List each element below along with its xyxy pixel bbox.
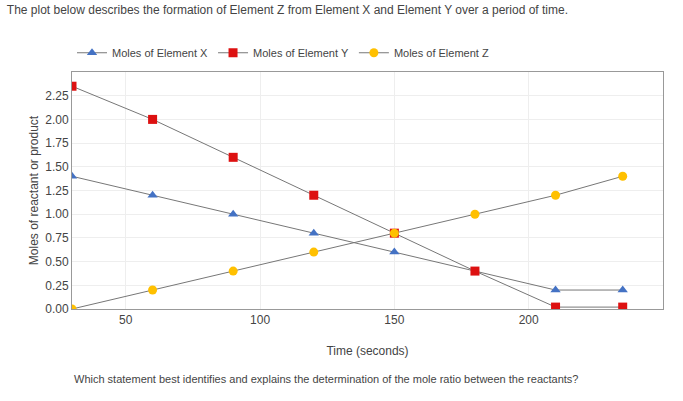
svg-text:150: 150: [384, 313, 404, 327]
svg-text:50: 50: [119, 313, 133, 327]
svg-text:0.00: 0.00: [45, 302, 69, 316]
svg-text:Moles of Element X: Moles of Element X: [112, 47, 208, 59]
svg-text:2.00: 2.00: [45, 113, 69, 127]
svg-text:Moles of reactant or product: Moles of reactant or product: [27, 115, 41, 265]
svg-text:1.25: 1.25: [45, 184, 69, 198]
svg-text:2.25: 2.25: [45, 89, 69, 103]
svg-text:The plot below describes the f: The plot below describes the formation o…: [7, 3, 568, 17]
svg-text:0.75: 0.75: [45, 231, 69, 245]
svg-text:1.75: 1.75: [45, 136, 69, 150]
svg-text:Which statement best identifie: Which statement best identifies and expl…: [74, 373, 578, 385]
svg-text:0.50: 0.50: [45, 255, 69, 269]
svg-text:100: 100: [250, 313, 270, 327]
svg-text:Time (seconds): Time (seconds): [326, 344, 408, 358]
svg-text:1.00: 1.00: [45, 207, 69, 221]
svg-text:1.50: 1.50: [45, 160, 69, 174]
svg-text:Moles of Element Z: Moles of Element Z: [394, 47, 489, 59]
svg-text:0.25: 0.25: [45, 279, 69, 293]
svg-text:200: 200: [519, 313, 539, 327]
svg-text:Moles of Element Y: Moles of Element Y: [253, 47, 349, 59]
